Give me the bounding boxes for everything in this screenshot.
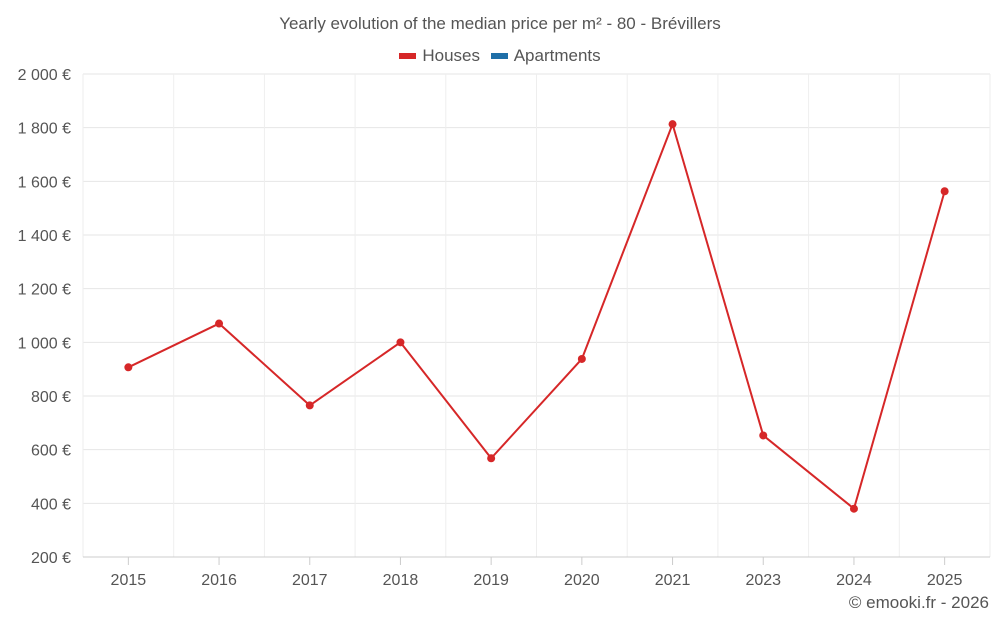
x-tick-label: 2020 — [564, 572, 600, 589]
x-tick-label: 2015 — [111, 572, 147, 589]
y-tick-label: 400 € — [31, 496, 71, 513]
x-tick-label: 2019 — [473, 572, 509, 589]
data-point-houses-2025[interactable] — [940, 187, 949, 196]
x-tick-label: 2021 — [655, 572, 691, 589]
data-point-houses-2015[interactable] — [124, 363, 133, 372]
data-point-houses-2021[interactable] — [668, 120, 677, 129]
credit-text: © emooki.fr - 2026 — [848, 593, 989, 612]
data-point-houses-2017[interactable] — [305, 401, 314, 410]
series-line-houses — [127, 123, 946, 510]
data-point-houses-2018[interactable] — [396, 338, 405, 347]
legend-item-apartments[interactable]: Apartments — [490, 46, 601, 66]
x-tick-label: 2023 — [745, 572, 781, 589]
y-tick-label: 600 € — [31, 443, 71, 460]
data-point-houses-2016[interactable] — [215, 319, 224, 328]
x-tick-label: 2024 — [836, 572, 872, 589]
x-tick-label: 2025 — [927, 572, 963, 589]
legend-swatch-houses — [399, 53, 417, 59]
x-tick-label: 2017 — [292, 572, 328, 589]
legend-item-houses[interactable]: Houses — [399, 46, 480, 66]
data-point-houses-2020[interactable] — [577, 354, 586, 363]
y-tick-label: 1 800 € — [18, 121, 71, 138]
x-tick-label: 2016 — [201, 572, 237, 589]
x-tick-label: 2018 — [383, 572, 419, 589]
y-tick-label: 1 000 € — [18, 335, 71, 352]
y-tick-label: 1 200 € — [18, 282, 71, 299]
data-point-houses-2024[interactable] — [849, 504, 858, 513]
legend-swatch-apartments — [490, 53, 508, 59]
y-tick-label: 800 € — [31, 389, 71, 406]
y-tick-label: 2 000 € — [18, 67, 71, 84]
data-point-houses-2019[interactable] — [487, 454, 496, 463]
legend-label-apartments: Apartments — [513, 46, 601, 65]
legend-label-houses: Houses — [422, 46, 480, 65]
y-tick-label: 1 600 € — [18, 174, 71, 191]
y-tick-label: 1 400 € — [18, 228, 71, 245]
data-point-houses-2023[interactable] — [759, 431, 768, 440]
legend: Houses Apartments — [0, 44, 1000, 66]
y-tick-label: 200 € — [31, 550, 71, 567]
chart-title: Yearly evolution of the median price per… — [279, 14, 721, 33]
